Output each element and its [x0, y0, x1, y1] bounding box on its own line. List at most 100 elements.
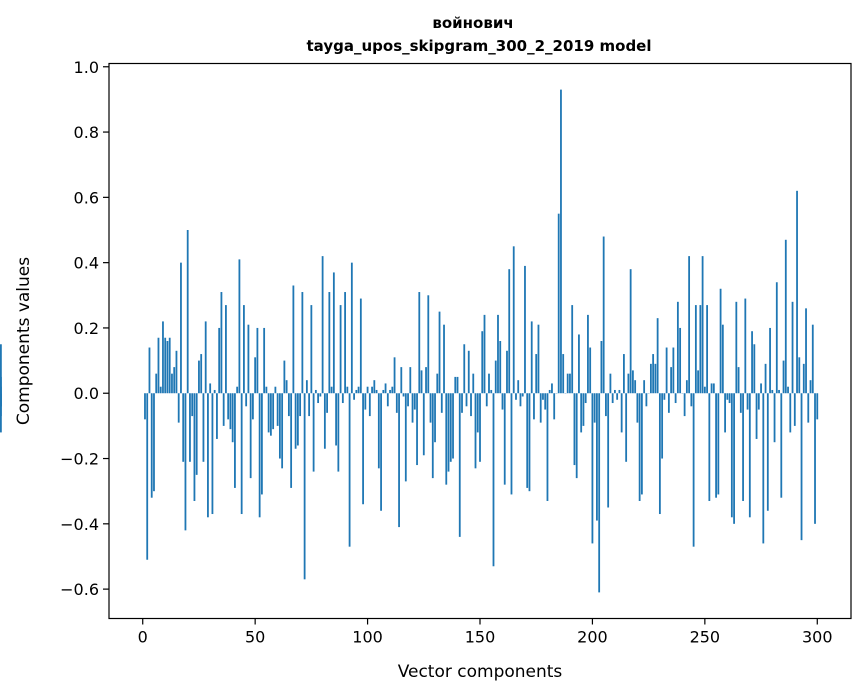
bar: [452, 393, 454, 459]
bar: [267, 393, 270, 433]
bar: [357, 386, 360, 394]
bar: [724, 393, 726, 433]
bar: [463, 344, 466, 394]
y-tick-label: 0.4: [74, 254, 99, 273]
bar: [503, 393, 506, 485]
bar: [384, 383, 387, 394]
bar: [721, 324, 724, 394]
bar: [598, 393, 601, 593]
bar: [517, 380, 520, 394]
bar: [402, 393, 405, 397]
bar: [310, 305, 313, 394]
bar: [404, 393, 407, 482]
bar: [456, 376, 459, 394]
bar: [454, 376, 457, 394]
bar: [458, 393, 461, 537]
bar: [526, 393, 529, 488]
bar: [0, 393, 2, 433]
bar: [719, 288, 722, 394]
bar: [546, 393, 549, 501]
x-tick-label: 50: [245, 628, 265, 647]
bar: [780, 393, 783, 498]
bar: [542, 393, 544, 400]
bar: [690, 393, 693, 407]
bar: [485, 393, 488, 407]
bar: [548, 389, 551, 394]
bar: [751, 331, 753, 394]
x-tick-label: 100: [352, 628, 383, 647]
bar-series: [0, 89, 819, 593]
bar: [587, 314, 589, 394]
bar: [303, 393, 306, 580]
bar: [611, 393, 614, 404]
bar: [654, 363, 657, 394]
bar: [764, 363, 767, 394]
bar: [683, 393, 686, 417]
bar: [236, 386, 239, 394]
bar: [533, 393, 535, 420]
bar: [319, 393, 322, 397]
bar: [481, 331, 484, 394]
bar: [278, 393, 281, 459]
bar: [512, 246, 515, 394]
bar: [474, 393, 477, 469]
bar: [418, 292, 421, 394]
bar: [341, 393, 344, 404]
y-tick-label: −0.4: [60, 515, 99, 534]
bar: [413, 393, 416, 410]
bar: [755, 393, 758, 439]
bar: [346, 386, 349, 394]
bar: [560, 89, 562, 394]
bar: [483, 314, 486, 394]
bar: [308, 393, 311, 417]
bar: [368, 393, 371, 417]
bar: [465, 393, 468, 407]
bar: [225, 305, 227, 394]
bar: [544, 393, 547, 410]
bar: [335, 393, 337, 446]
x-axis-ticks: 0 50 100 150 200 250 300: [138, 618, 833, 647]
bar: [602, 236, 605, 394]
bar: [589, 347, 592, 394]
bar: [784, 239, 787, 394]
bar: [600, 341, 603, 394]
bar: [717, 393, 720, 495]
y-tick-label: −0.2: [60, 450, 99, 469]
bar: [148, 347, 151, 394]
bar: [609, 373, 612, 394]
bar: [634, 380, 637, 394]
bar: [301, 292, 304, 394]
bar: [290, 393, 293, 488]
y-tick-label: 1.0: [74, 58, 99, 77]
bar: [276, 393, 279, 426]
bar: [416, 393, 418, 466]
bar: [771, 389, 774, 394]
bar: [254, 357, 257, 394]
bar: [762, 393, 765, 544]
bar: [605, 393, 607, 417]
bar: [476, 393, 479, 433]
bar: [703, 386, 706, 394]
bar: [422, 393, 425, 456]
bar: [760, 383, 762, 394]
bar: [809, 380, 812, 394]
bar: [811, 324, 814, 394]
bar: [748, 393, 751, 518]
y-tick-label: 0.2: [74, 319, 99, 338]
bar: [692, 393, 695, 547]
bar: [265, 386, 268, 394]
bar: [337, 393, 340, 472]
bar: [674, 393, 677, 404]
bar: [175, 350, 178, 394]
bar: [488, 373, 490, 394]
bar: [443, 324, 445, 394]
bar: [697, 370, 699, 394]
bar: [173, 367, 176, 394]
bar: [189, 393, 191, 462]
y-tick-label: 0.8: [74, 123, 99, 142]
bar: [620, 393, 623, 433]
bar: [339, 305, 342, 394]
chart-title: войнович: [432, 14, 513, 32]
bar: [211, 393, 214, 515]
